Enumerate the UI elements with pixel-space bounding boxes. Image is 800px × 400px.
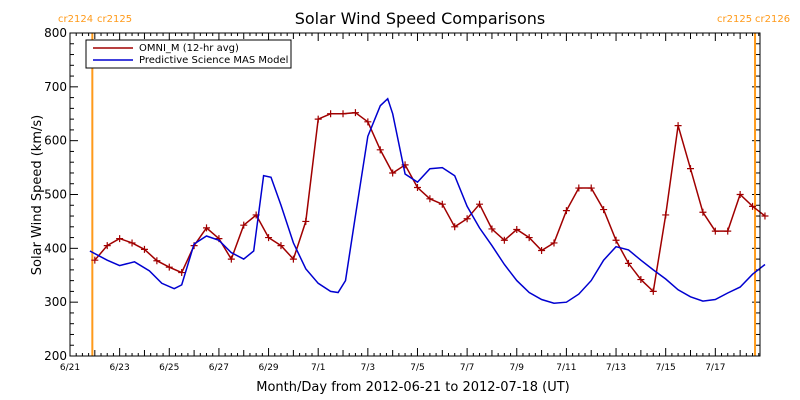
data-point-omni — [624, 259, 632, 267]
data-point-omni — [351, 109, 359, 117]
data-point-omni — [736, 191, 744, 198]
x-tick-label: 7/17 — [705, 363, 725, 373]
x-tick-label: 6/21 — [60, 363, 80, 373]
data-point-omni — [153, 257, 161, 265]
legend-label-omni: OMNI_M (12-hr avg) — [139, 43, 239, 54]
carrington-label-left-2: cr2125 — [97, 14, 132, 25]
x-axis-label: Month/Day from 2012-06-21 to 2012-07-18 … — [256, 380, 569, 395]
data-point-omni — [749, 202, 757, 210]
data-point-omni — [649, 287, 657, 295]
carrington-label-right-1: cr2125 — [717, 14, 752, 25]
data-point-omni — [488, 225, 496, 233]
series-layer — [89, 97, 769, 304]
data-point-omni — [438, 200, 446, 208]
x-tick-label: 6/23 — [110, 363, 130, 373]
data-point-omni — [562, 207, 570, 215]
data-point-omni — [600, 206, 608, 214]
data-point-omni — [674, 122, 682, 130]
carrington-label-right-2: cr2126 — [755, 14, 790, 25]
data-point-omni — [364, 118, 372, 126]
data-point-omni — [277, 242, 285, 250]
data-point-omni — [761, 212, 769, 220]
x-tick-label: 6/25 — [159, 363, 179, 373]
data-point-omni — [178, 269, 186, 277]
y-tick-label: 200 — [44, 349, 67, 363]
x-tick-label: 7/9 — [510, 363, 525, 373]
data-point-omni — [724, 227, 732, 235]
data-point-omni — [140, 245, 148, 253]
x-tick-label: 6/29 — [258, 363, 278, 373]
x-tick-label: 7/5 — [410, 363, 424, 373]
data-point-omni — [711, 227, 719, 235]
data-point-omni — [612, 236, 620, 244]
chart-title: Solar Wind Speed Comparisons — [295, 9, 546, 28]
data-point-omni — [500, 236, 508, 244]
x-tick-label: 7/7 — [460, 363, 474, 373]
data-point-omni — [339, 110, 347, 118]
data-point-omni — [575, 184, 583, 192]
data-point-omni — [289, 255, 297, 263]
legend-box — [85, 39, 292, 69]
data-point-omni — [687, 165, 695, 173]
data-point-omni — [637, 276, 645, 284]
data-point-omni — [525, 234, 533, 242]
y-tick-label: 500 — [44, 188, 67, 202]
data-point-omni — [550, 239, 558, 247]
legend-label-mas: Predictive Science MAS Model — [139, 55, 288, 66]
data-point-omni — [165, 263, 173, 271]
data-point-omni — [302, 217, 310, 225]
y-tick-label: 800 — [44, 26, 67, 40]
data-point-omni — [265, 234, 273, 242]
y-tick-label: 400 — [44, 241, 67, 255]
x-tick-label: 7/11 — [556, 363, 576, 373]
plot-frame — [69, 32, 761, 357]
data-point-omni — [587, 184, 595, 192]
data-point-omni — [116, 235, 124, 243]
data-point-omni — [327, 110, 335, 118]
x-tick-label: 7/15 — [656, 363, 676, 373]
data-point-omni — [476, 200, 484, 208]
y-tick-label: 700 — [44, 80, 67, 94]
carrington-label-left-1: cr2124 — [58, 14, 93, 25]
data-point-omni — [463, 215, 471, 223]
data-point-omni — [203, 224, 211, 232]
legend: OMNI_M (12-hr avg) Predictive Science MA… — [85, 39, 292, 69]
data-point-omni — [513, 225, 521, 233]
series-line-mas — [89, 97, 766, 304]
data-point-omni — [389, 169, 397, 177]
y-tick-label: 300 — [44, 295, 67, 309]
data-point-omni — [240, 221, 248, 229]
x-tick-label: 7/13 — [606, 363, 626, 373]
x-tick-label: 7/1 — [311, 363, 325, 373]
axes-layer: 200 300 400 500 600 700 800 6/21 6/23 6/25 6/27 6/2… — [44, 26, 760, 373]
data-point-omni — [413, 184, 421, 192]
data-point-omni — [376, 146, 384, 154]
y-axis-label: Solar Wind Speed (km/s) — [30, 115, 45, 275]
data-point-omni — [538, 246, 546, 254]
data-point-omni — [103, 242, 111, 250]
y-tick-label: 600 — [44, 134, 67, 148]
x-tick-label: 7/3 — [361, 363, 375, 373]
x-tick-label: 6/27 — [209, 363, 229, 373]
data-point-omni — [699, 208, 707, 216]
data-point-omni — [451, 223, 459, 231]
data-point-omni — [426, 195, 434, 203]
data-point-omni — [662, 211, 670, 219]
data-point-omni — [314, 115, 322, 123]
data-point-omni — [128, 239, 136, 247]
data-point-omni — [91, 256, 99, 264]
data-point-omni — [227, 255, 235, 263]
